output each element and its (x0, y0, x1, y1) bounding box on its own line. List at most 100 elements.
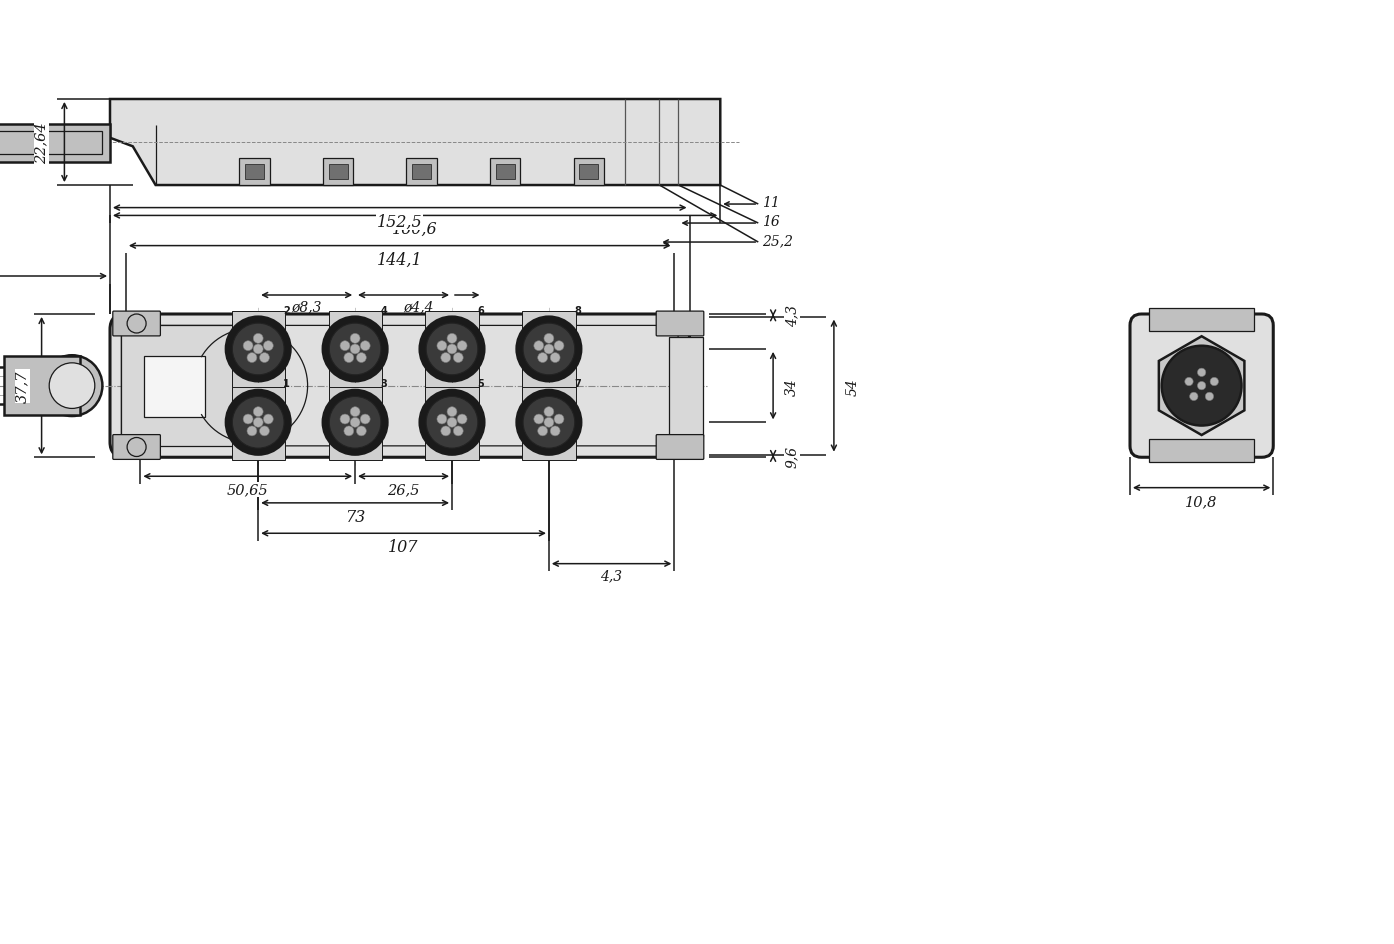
Bar (1149, 440, 1255, 463)
Text: 34: 34 (785, 378, 799, 396)
Circle shape (254, 345, 263, 355)
Text: 4,3: 4,3 (785, 305, 799, 327)
Circle shape (247, 353, 256, 363)
Text: 6: 6 (477, 306, 484, 315)
Circle shape (254, 418, 263, 428)
Bar (231, 385, 284, 461)
Bar (425, 385, 478, 461)
Circle shape (226, 391, 290, 455)
Bar (329, 165, 347, 180)
FancyBboxPatch shape (113, 312, 160, 337)
FancyBboxPatch shape (1131, 314, 1273, 458)
Text: 107: 107 (389, 538, 418, 555)
Circle shape (49, 363, 95, 409)
Circle shape (436, 342, 447, 351)
Circle shape (340, 342, 350, 351)
Circle shape (553, 414, 565, 425)
Bar (425, 312, 478, 388)
Circle shape (233, 397, 284, 448)
Bar (0, 125, 110, 162)
Text: 144,1: 144,1 (376, 251, 422, 268)
Circle shape (517, 317, 581, 382)
Text: 7: 7 (574, 379, 581, 389)
Circle shape (233, 324, 284, 376)
Circle shape (517, 391, 581, 455)
Circle shape (553, 342, 565, 351)
Circle shape (447, 345, 457, 355)
Bar (240, 160, 269, 186)
Text: 4: 4 (381, 306, 388, 315)
Bar (329, 385, 382, 461)
Text: 2: 2 (283, 306, 290, 315)
Bar (231, 312, 284, 388)
Circle shape (259, 427, 269, 436)
Circle shape (259, 353, 269, 363)
Text: ø4,4: ø4,4 (403, 300, 434, 314)
Circle shape (457, 414, 467, 425)
Bar (1149, 309, 1255, 331)
Circle shape (1189, 393, 1197, 401)
Bar (245, 165, 263, 180)
Circle shape (427, 324, 478, 376)
Circle shape (360, 342, 371, 351)
Bar (4, 357, 79, 415)
Text: 22,64: 22,64 (35, 122, 49, 163)
Text: 152,5: 152,5 (376, 213, 422, 230)
Bar (496, 165, 514, 180)
Circle shape (1206, 393, 1214, 401)
Circle shape (544, 407, 553, 417)
Circle shape (323, 391, 388, 455)
Circle shape (538, 427, 548, 436)
Circle shape (1185, 378, 1193, 386)
Circle shape (1197, 369, 1206, 377)
Text: 3: 3 (381, 379, 388, 389)
Text: 5: 5 (477, 379, 484, 389)
Text: 37,7: 37,7 (15, 370, 29, 402)
Bar (323, 160, 353, 186)
Circle shape (551, 353, 560, 363)
Bar (669, 337, 703, 436)
Circle shape (323, 317, 388, 382)
Circle shape (544, 345, 553, 355)
Circle shape (453, 353, 463, 363)
Circle shape (254, 334, 263, 344)
Text: 25,2: 25,2 (763, 234, 793, 248)
Text: 8: 8 (574, 306, 581, 315)
Bar (329, 312, 382, 388)
Text: 9,6: 9,6 (785, 446, 799, 467)
Bar (580, 165, 598, 180)
Text: 4,3: 4,3 (601, 568, 623, 582)
Circle shape (357, 353, 367, 363)
Circle shape (447, 334, 457, 344)
Bar (0, 132, 102, 155)
Bar (413, 165, 431, 180)
Bar (407, 160, 436, 186)
Circle shape (42, 356, 102, 416)
Circle shape (243, 414, 254, 425)
Text: 73: 73 (344, 508, 365, 525)
FancyBboxPatch shape (110, 314, 690, 458)
Circle shape (447, 407, 457, 417)
FancyBboxPatch shape (113, 435, 160, 460)
Circle shape (344, 427, 354, 436)
Text: 10,8: 10,8 (1185, 495, 1218, 509)
Text: 26,5: 26,5 (388, 483, 420, 497)
Circle shape (457, 342, 467, 351)
Circle shape (441, 353, 450, 363)
Circle shape (357, 427, 367, 436)
Text: 11: 11 (763, 196, 779, 210)
Text: 1: 1 (283, 379, 290, 389)
Circle shape (427, 397, 478, 448)
Text: 16: 16 (763, 215, 779, 228)
Circle shape (344, 353, 354, 363)
Circle shape (523, 324, 574, 376)
Circle shape (534, 414, 544, 425)
Circle shape (350, 418, 360, 428)
Circle shape (420, 317, 484, 382)
Text: 160,6: 160,6 (392, 221, 438, 238)
Circle shape (447, 418, 457, 428)
Circle shape (350, 345, 360, 355)
Circle shape (538, 353, 548, 363)
Circle shape (360, 414, 371, 425)
Circle shape (1210, 378, 1218, 386)
